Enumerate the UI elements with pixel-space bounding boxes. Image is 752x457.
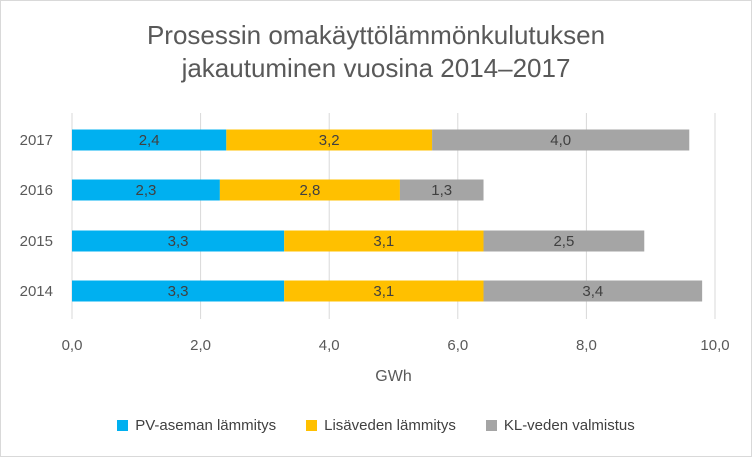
legend-item-klvesi: KL-veden valmistus — [485, 417, 635, 434]
legend-swatch-lisavesi — [306, 420, 318, 431]
bar-2015-series-1 — [284, 230, 484, 252]
data-label-2017-series-2: 4,0 — [550, 132, 571, 149]
bar-2014-series-0 — [72, 280, 285, 302]
chart-title-line-1: Prosessin omakäyttölämmönkulutuksen — [146, 20, 606, 50]
data-label-2014-series-0: 3,3 — [168, 283, 189, 300]
legend-swatch-pv — [117, 420, 129, 431]
data-label-2014-series-2: 3,4 — [582, 283, 603, 300]
legend-item-pv: PV-aseman lämmitys — [117, 417, 276, 434]
bar-2017-series-2 — [432, 129, 690, 151]
data-label-2017-series-1: 3,2 — [319, 132, 340, 149]
data-label-2014-series-1: 3,1 — [373, 283, 394, 300]
bar-2015-series-0 — [72, 230, 285, 252]
bar-2017-series-0 — [72, 129, 227, 151]
x-tick-label-5: 10,0 — [700, 337, 729, 354]
x-tick-label-2: 4,0 — [319, 337, 340, 354]
data-label-2016-series-1: 2,8 — [299, 182, 320, 199]
data-label-2016-series-2: 1,3 — [431, 182, 452, 199]
bar-2016-series-0 — [72, 179, 220, 201]
data-label-2015-series-0: 3,3 — [168, 233, 189, 250]
x-tick-label-3: 6,0 — [447, 337, 468, 354]
x-tick-label-1: 2,0 — [190, 337, 211, 354]
y-tick-label-2015: 2015 — [20, 233, 53, 250]
data-label-2015-series-2: 2,5 — [553, 233, 574, 250]
bar-2015-series-2 — [483, 230, 645, 252]
x-tick-label-4: 8,0 — [576, 337, 597, 354]
chart-title-line-2: jakautuminen vuosina 2014–2017 — [181, 53, 571, 83]
data-label-2017-series-0: 2,4 — [139, 132, 160, 149]
bar-2016-series-1 — [219, 179, 400, 201]
legend-label-pv: PV-aseman lämmitys — [135, 417, 277, 434]
legend-swatch-klvesi — [485, 420, 497, 431]
chart-title: Prosessin omakäyttölämmönkulutuksen jaka… — [1, 19, 751, 85]
y-tick-label-2017: 2017 — [20, 132, 53, 149]
x-tick-label-0: 0,0 — [62, 337, 83, 354]
x-axis-title: GWh — [375, 368, 411, 385]
data-label-2016-series-0: 2,3 — [136, 182, 157, 199]
bar-2014-series-1 — [284, 280, 484, 302]
bar-2014-series-2 — [483, 280, 703, 302]
bar-2017-series-1 — [226, 129, 433, 151]
legend-label-klvesi: KL-veden valmistus — [503, 417, 635, 434]
legend-item-lisavesi: Lisäveden lämmitys — [306, 417, 456, 434]
legend-label-lisavesi: Lisäveden lämmitys — [324, 417, 456, 434]
bar-2016-series-2 — [399, 179, 484, 201]
legend: PV-aseman lämmitys Lisäveden lämmitys KL… — [1, 417, 751, 434]
y-tick-label-2016: 2016 — [20, 182, 53, 199]
y-tick-label-2014: 2014 — [20, 283, 53, 300]
data-label-2015-series-1: 3,1 — [373, 233, 394, 250]
